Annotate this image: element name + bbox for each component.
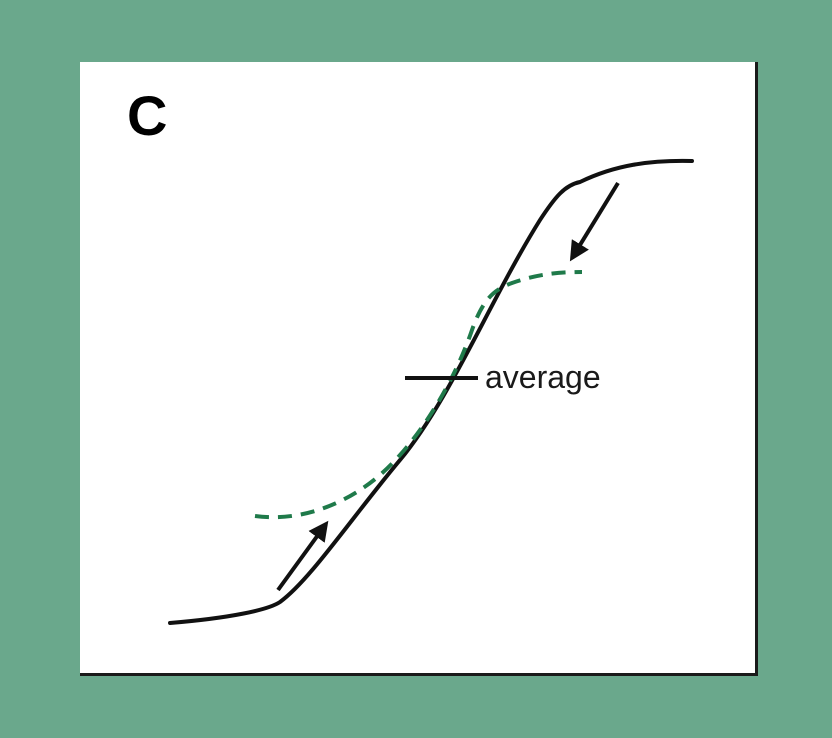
solid-sigmoid-curve <box>168 158 694 625</box>
average-label: average <box>485 359 601 395</box>
panel-letter: C <box>127 84 168 147</box>
upward-arrow-icon <box>276 520 329 592</box>
downward-arrow-icon <box>569 181 620 262</box>
